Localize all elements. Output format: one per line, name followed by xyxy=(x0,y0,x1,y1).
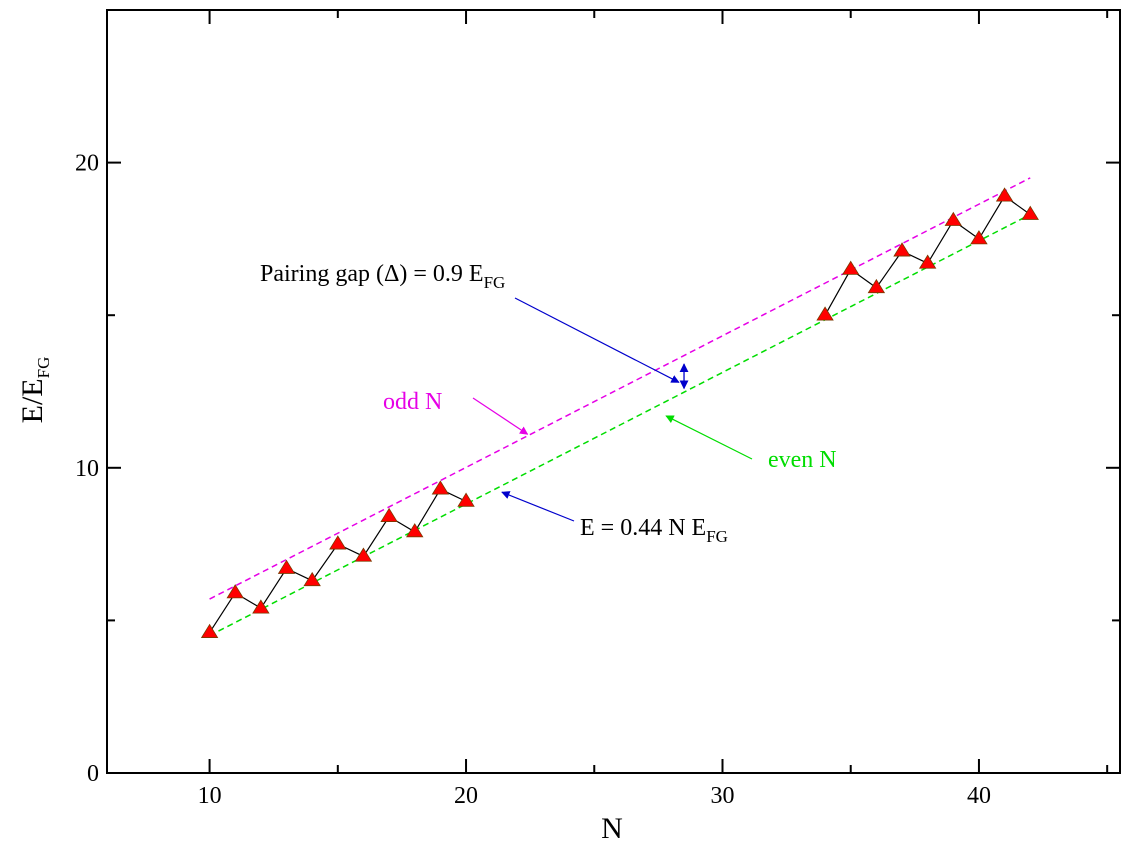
even-fit-line xyxy=(209,213,1031,637)
even-n-label: even N xyxy=(768,447,837,473)
y-tick-label: 20 xyxy=(75,151,99,177)
odd-fit-line xyxy=(209,177,1031,600)
y-axis-title: E/EFG xyxy=(16,357,53,424)
x-axis-title: N xyxy=(601,812,623,842)
y-tick-labels: 0 10 20 xyxy=(75,151,99,787)
pairing-gap-text: Pairing gap (Δ) = 0.9 E xyxy=(260,261,484,287)
data-point xyxy=(200,623,219,638)
data-point xyxy=(303,571,321,587)
pairing-gap-arrow xyxy=(514,297,680,383)
data-point xyxy=(893,242,911,257)
x-tick-label: 40 xyxy=(967,783,991,809)
data-point xyxy=(406,523,424,538)
data-point xyxy=(329,535,347,550)
x-tick-label: 10 xyxy=(198,783,222,809)
data-point xyxy=(867,278,886,294)
data-series-line xyxy=(209,488,467,633)
y-axis-title-main: E/E xyxy=(16,378,49,423)
formula-sub: FG xyxy=(706,527,728,546)
data-point xyxy=(1021,205,1039,220)
data-point xyxy=(457,492,475,507)
data-point xyxy=(970,230,988,245)
pairing-gap-label: Pairing gap (Δ) = 0.9 EFG xyxy=(260,261,505,292)
axis-ticks xyxy=(107,9,1120,774)
data-markers xyxy=(200,187,1039,638)
data-point xyxy=(816,306,834,321)
formula-label: E = 0.44 N EFG xyxy=(580,515,728,546)
data-point xyxy=(252,599,270,614)
even-n-arrow xyxy=(665,415,753,460)
x-tick-labels: 10 20 30 40 xyxy=(198,783,991,809)
data-point xyxy=(277,559,296,574)
data-point xyxy=(842,260,860,275)
data-point xyxy=(995,187,1014,202)
data-point xyxy=(380,507,398,522)
data-point xyxy=(226,584,244,599)
formula-arrow xyxy=(501,491,575,522)
x-tick-label: 20 xyxy=(454,783,478,809)
data-point xyxy=(944,211,963,226)
pairing-gap-sub: FG xyxy=(484,273,506,292)
odd-n-label: odd N xyxy=(383,389,442,415)
odd-n-arrow xyxy=(472,397,529,435)
x-tick-label: 30 xyxy=(710,783,734,809)
data-point xyxy=(431,480,450,495)
data-point xyxy=(354,547,373,562)
plot-frame xyxy=(106,9,1121,774)
formula-text: E = 0.44 N E xyxy=(580,515,706,541)
y-tick-label: 10 xyxy=(75,456,99,482)
y-axis-title-sub: FG xyxy=(34,357,53,379)
y-tick-label: 0 xyxy=(87,761,99,787)
data-point xyxy=(918,254,937,269)
